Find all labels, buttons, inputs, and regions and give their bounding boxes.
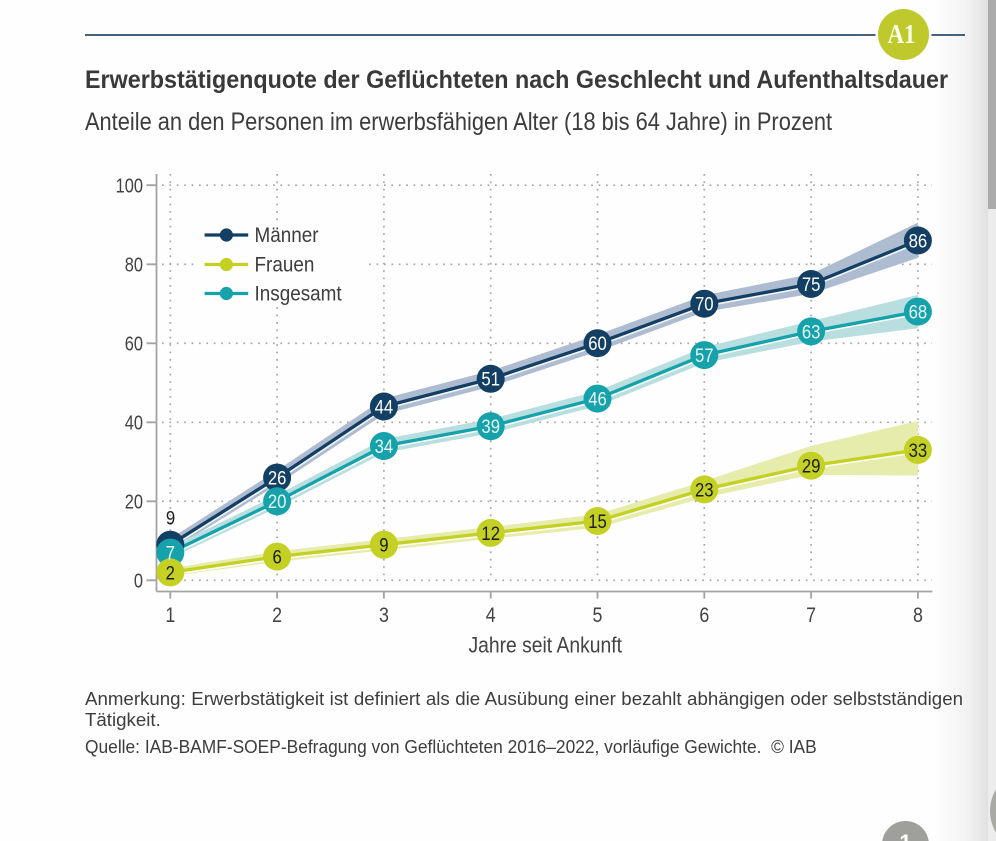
- svg-text:46: 46: [588, 389, 607, 410]
- svg-text:9: 9: [166, 508, 175, 529]
- svg-text:15: 15: [588, 511, 607, 532]
- svg-text:8: 8: [913, 603, 923, 627]
- svg-text:6: 6: [272, 547, 281, 568]
- svg-text:9: 9: [379, 535, 388, 556]
- svg-text:39: 39: [481, 416, 500, 437]
- svg-text:40: 40: [125, 411, 143, 434]
- svg-text:75: 75: [802, 274, 821, 295]
- svg-text:68: 68: [909, 302, 928, 323]
- svg-text:86: 86: [909, 230, 928, 251]
- svg-text:23: 23: [695, 479, 714, 500]
- svg-text:57: 57: [695, 345, 714, 366]
- svg-text:2: 2: [166, 562, 175, 583]
- svg-text:80: 80: [125, 253, 143, 276]
- svg-text:29: 29: [802, 456, 821, 477]
- svg-text:26: 26: [268, 468, 287, 489]
- svg-text:6: 6: [699, 603, 709, 627]
- svg-text:100: 100: [116, 174, 143, 197]
- svg-text:12: 12: [481, 523, 500, 544]
- svg-text:0: 0: [134, 569, 143, 592]
- svg-text:7: 7: [166, 543, 175, 564]
- svg-text:63: 63: [802, 321, 821, 342]
- svg-text:20: 20: [268, 491, 287, 512]
- svg-text:60: 60: [125, 332, 143, 355]
- svg-text:Frauen: Frauen: [255, 254, 315, 277]
- svg-text:20: 20: [125, 490, 143, 513]
- svg-text:Insgesamt: Insgesamt: [255, 283, 343, 306]
- svg-text:3: 3: [379, 603, 389, 627]
- svg-text:Männer: Männer: [255, 224, 319, 247]
- svg-text:2: 2: [272, 603, 282, 627]
- svg-text:1: 1: [165, 603, 175, 627]
- svg-text:44: 44: [375, 396, 394, 417]
- svg-text:4: 4: [486, 603, 496, 627]
- svg-text:7: 7: [806, 603, 816, 627]
- svg-text:60: 60: [588, 333, 607, 354]
- svg-text:34: 34: [375, 436, 394, 457]
- svg-text:70: 70: [695, 294, 714, 315]
- svg-text:Jahre seit Ankunft: Jahre seit Ankunft: [468, 634, 622, 658]
- svg-text:5: 5: [593, 603, 603, 627]
- svg-text:33: 33: [909, 440, 928, 461]
- svg-text:51: 51: [481, 369, 500, 390]
